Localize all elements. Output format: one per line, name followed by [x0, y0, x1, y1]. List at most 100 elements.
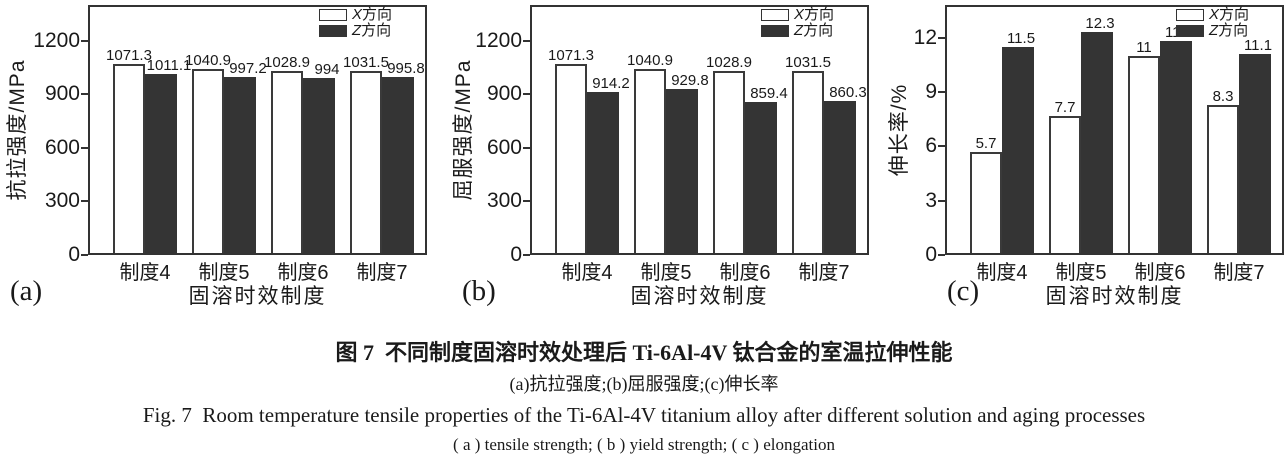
- bar-value-label-x-0: 1071.3: [548, 46, 594, 64]
- y-tick-label-2: 600: [486, 135, 522, 159]
- y-tick-mark: [81, 93, 88, 96]
- bar-value-label-z-1: 997.2: [229, 59, 267, 77]
- chart-c-elongation: 伸长率/%0369125.711.5制度47.712.3制度51111.8制度6…: [870, 0, 1288, 310]
- bar-value-label-x-1: 1040.9: [185, 52, 231, 70]
- y-tick-mark: [523, 39, 530, 42]
- bar-value-label-x-3: 1031.5: [343, 53, 389, 71]
- y-tick-label-1: 300: [486, 189, 522, 213]
- bar-value-label-x-0: 1071.3: [106, 46, 152, 64]
- legend-label: X方向: [794, 6, 835, 23]
- bar-value-label-x-1: 1040.9: [627, 52, 673, 70]
- bar-value-label-x-3: 1031.5: [785, 53, 831, 71]
- panel-letter: (b): [462, 275, 496, 307]
- y-tick-label-3: 900: [44, 82, 80, 106]
- y-tick-mark: [523, 254, 530, 256]
- x-category-label-3: 制度7: [1213, 262, 1265, 284]
- legend-label: Z方向: [1209, 22, 1249, 39]
- y-tick-mark: [81, 254, 88, 256]
- x-category-label-0: 制度4: [561, 262, 613, 284]
- y-tick-mark: [81, 39, 88, 42]
- bar-x-direction-3: [792, 70, 824, 255]
- legend-item-x-direction: X方向: [761, 6, 859, 23]
- bar-x-direction-0: [113, 63, 145, 255]
- x-axis-title: 固溶时效制度: [188, 285, 327, 308]
- caption-en-subtitle: ( a ) tensile strength; ( b ) yield stre…: [453, 435, 835, 454]
- bar-value-label-z-0: 1011.1: [146, 57, 192, 75]
- legend: X方向 Z方向: [319, 6, 417, 40]
- bar-x-direction-2: [713, 71, 745, 255]
- bar-z-direction-3: [1239, 53, 1271, 255]
- x-category-label-1: 制度5: [640, 262, 692, 284]
- y-tick-mark: [938, 145, 945, 148]
- x-axis-title: 固溶时效制度: [630, 285, 769, 308]
- y-tick-mark: [523, 200, 530, 203]
- legend-item-x-direction: X方向: [1176, 7, 1274, 22]
- caption-zh-title: 图 7 不同制度固溶时效处理后 Ti-6Al-4V 钛合金的室温拉伸性能: [335, 340, 953, 365]
- y-tick-mark: [938, 36, 945, 39]
- y-tick-label-4: 1200: [475, 28, 522, 52]
- y-tick-mark: [938, 199, 945, 202]
- legend-swatch-x-direction: [319, 9, 347, 21]
- bar-value-label-x-3: 8.3: [1212, 87, 1234, 105]
- bar-value-label-z-3: 995.8: [387, 60, 425, 78]
- bar-value-label-z-0: 11.5: [1006, 29, 1036, 47]
- bar-x-direction-3: [1207, 104, 1239, 255]
- bar-value-label-x-1: 7.7: [1054, 98, 1076, 116]
- panel-letter: (c): [947, 275, 980, 307]
- x-axis-title: 固溶时效制度: [1045, 285, 1184, 308]
- legend-label: X方向: [352, 6, 393, 23]
- y-tick-label-1: 3: [925, 188, 937, 212]
- bar-value-label-z-1: 12.3: [1085, 15, 1115, 33]
- panel-letter: (a): [10, 275, 43, 307]
- legend-swatch-z-direction: [1176, 25, 1204, 37]
- legend: X方向 Z方向: [761, 6, 859, 40]
- bar-z-direction-3: [824, 101, 856, 255]
- x-category-label-0: 制度4: [119, 262, 171, 284]
- legend-item-x-direction: X方向: [319, 6, 417, 23]
- bar-x-direction-3: [350, 70, 382, 255]
- plot-area: [88, 5, 427, 255]
- plot-area: [530, 5, 869, 255]
- bar-z-direction-1: [1081, 32, 1113, 255]
- y-tick-mark: [81, 146, 88, 149]
- legend: X方向 Z方向: [1176, 7, 1274, 40]
- bar-value-label-z-2: 859.4: [750, 84, 788, 102]
- legend-swatch-x-direction: [761, 9, 789, 21]
- y-tick-label-4: 1200: [33, 28, 80, 52]
- x-category-label-3: 制度7: [798, 262, 850, 284]
- bar-value-label-z-2: 994: [314, 60, 340, 78]
- y-tick-label-2: 600: [44, 135, 80, 159]
- bar-z-direction-1: [224, 76, 256, 255]
- legend-label: Z方向: [352, 22, 392, 39]
- x-category-label-2: 制度6: [277, 262, 329, 284]
- y-tick-mark: [523, 93, 530, 96]
- bar-x-direction-1: [634, 69, 666, 255]
- chart-a-tensile-strength: 抗拉强度/MPa 0 300 600 900 1200 1071.3 1011.1 制度4 104…: [0, 0, 430, 310]
- legend-item-z-direction: Z方向: [319, 22, 417, 39]
- legend-item-z-direction: Z方向: [1176, 22, 1274, 39]
- x-category-label-3: 制度7: [356, 262, 408, 284]
- legend-swatch-z-direction: [761, 25, 789, 37]
- y-tick-label-0: 0: [68, 243, 80, 266]
- x-category-label-1: 制度5: [1055, 262, 1107, 284]
- bar-x-direction-0: [970, 151, 1002, 255]
- y-tick-label-3: 9: [925, 79, 937, 103]
- bar-z-direction-0: [587, 91, 619, 255]
- bar-z-direction-3: [382, 77, 414, 255]
- x-category-label-2: 制度6: [719, 262, 771, 284]
- x-category-label-1: 制度5: [198, 262, 250, 284]
- legend-item-z-direction: Z方向: [761, 23, 859, 38]
- legend-swatch-x-direction: [1176, 9, 1204, 21]
- caption-zh-subtitle: (a)抗拉强度;(b)屈服强度;(c)伸长率: [509, 374, 779, 394]
- caption-en-title: Fig. 7 Room temperature tensile properti…: [142, 403, 1146, 427]
- bar-value-label-z-1: 929.8: [671, 71, 709, 89]
- bar-value-label-z-3: 860.3: [829, 84, 867, 102]
- bar-z-direction-1: [666, 88, 698, 255]
- bar-z-direction-0: [1002, 46, 1034, 255]
- bar-value-label-z-0: 914.2: [592, 74, 630, 92]
- bar-value-label-z-3: 11.1: [1243, 36, 1273, 54]
- y-tick-label-0: 0: [510, 243, 522, 266]
- bar-z-direction-2: [745, 101, 777, 255]
- bar-x-direction-2: [1128, 55, 1160, 255]
- y-tick-mark: [523, 146, 530, 149]
